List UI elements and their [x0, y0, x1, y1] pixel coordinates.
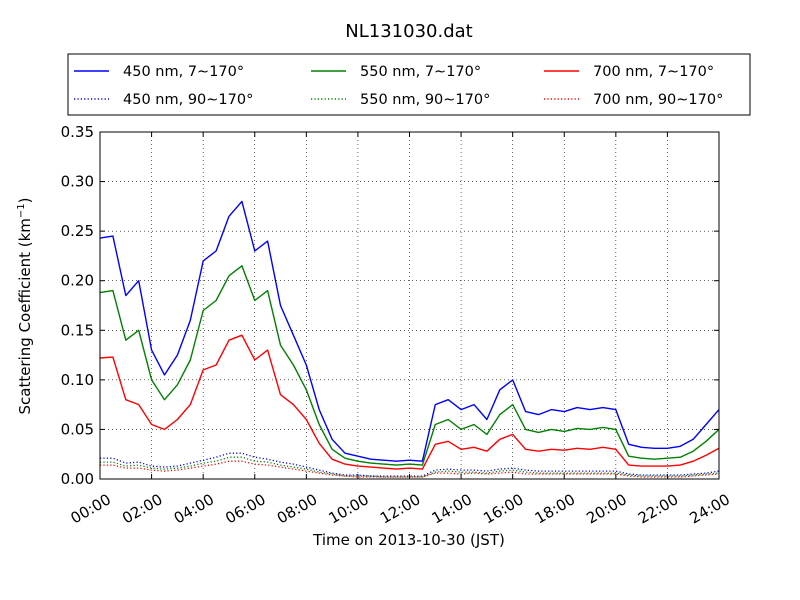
x-tick-label: 24:00 [687, 490, 733, 527]
y-axis-label-close: ) [16, 197, 34, 203]
legend-box [67, 53, 751, 116]
y-tick-label: 0.10 [61, 371, 94, 389]
x-tick-label: 06:00 [222, 490, 268, 527]
x-tick-label: 12:00 [377, 490, 423, 527]
x-tick-label: 22:00 [635, 490, 681, 527]
series-line-2 [99, 265, 720, 466]
legend-label: 450 nm, 7∼170° [123, 64, 244, 80]
y-tick-label: 0.25 [61, 222, 94, 240]
x-tick-label: 04:00 [171, 490, 217, 527]
x-tick-label: 16:00 [480, 490, 526, 527]
series-line-4 [99, 334, 720, 470]
legend-label: 700 nm, 90∼170° [593, 92, 723, 108]
x-tick-label: 08:00 [274, 490, 320, 527]
y-tick-label: 0.30 [61, 173, 94, 191]
legend: 450 nm, 7∼170° 550 nm, 7∼170° 700 nm, 7∼17… [67, 53, 751, 116]
legend-label: 550 nm, 90∼170° [360, 92, 490, 108]
legend-label: 450 nm, 90∼170° [123, 92, 253, 108]
y-tick-label: 0.05 [61, 420, 94, 438]
y-axis-label: Scattering Coefficient (km−1) [16, 197, 34, 414]
x-tick-label: 18:00 [532, 490, 578, 527]
plot-area [100, 132, 719, 479]
series-line-0 [99, 200, 720, 462]
y-tick-label: 0.20 [61, 272, 94, 290]
x-tick-label: 10:00 [325, 490, 371, 527]
series-line-1 [100, 452, 720, 477]
y-axis-label-main: Scattering Coefficient (km [16, 218, 34, 414]
y-axis: 0.00 0.05 0.10 0.15 0.20 0.25 0.30 0.35 [61, 123, 719, 488]
legend-label: 550 nm, 7∼170° [360, 64, 481, 80]
x-tick-label: 14:00 [429, 490, 475, 527]
y-axis-label-unit-exponent: −1 [16, 203, 27, 218]
y-tick-label: 0.15 [61, 321, 94, 339]
x-tick-label: 02:00 [119, 490, 165, 527]
x-axis-label: Time on 2013-10-30 (JST) [312, 531, 505, 549]
y-tick-label: 0.35 [61, 123, 94, 141]
legend-label: 700 nm, 7∼170° [593, 64, 714, 80]
x-tick-label: 20:00 [583, 490, 629, 527]
chart-title: NL131030.dat [345, 21, 472, 42]
y-tick-label: 0.00 [61, 470, 94, 488]
x-tick-label: 00:00 [68, 490, 114, 527]
